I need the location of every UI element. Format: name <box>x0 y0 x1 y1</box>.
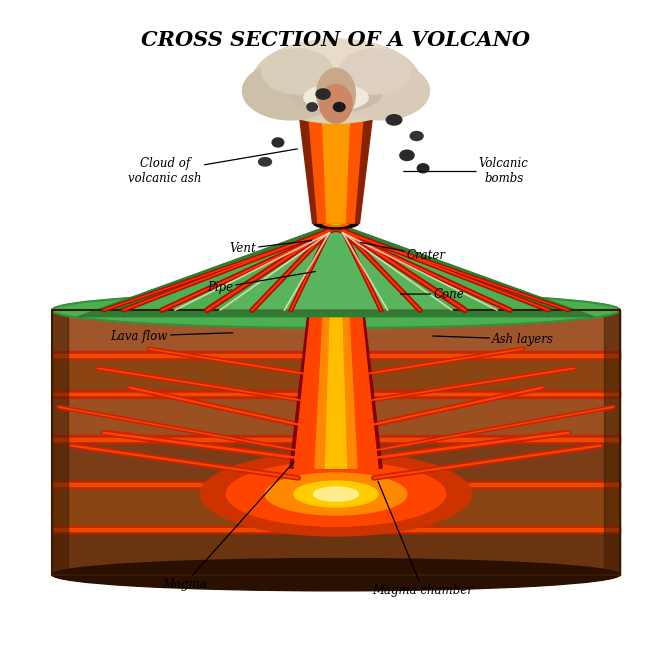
Text: Lava flow: Lava flow <box>111 329 233 343</box>
Text: Vent: Vent <box>229 241 312 255</box>
Ellipse shape <box>271 39 401 91</box>
Ellipse shape <box>316 89 330 99</box>
Ellipse shape <box>333 62 429 120</box>
Ellipse shape <box>52 292 620 328</box>
Ellipse shape <box>226 462 446 526</box>
Ellipse shape <box>137 298 535 316</box>
Ellipse shape <box>313 217 359 229</box>
Polygon shape <box>325 304 347 468</box>
Ellipse shape <box>259 158 271 166</box>
Text: Crater: Crater <box>360 243 446 262</box>
Text: Ash layers: Ash layers <box>433 333 554 345</box>
Ellipse shape <box>400 151 414 161</box>
Text: Magma chamber: Magma chamber <box>373 481 474 597</box>
Polygon shape <box>78 223 594 317</box>
Polygon shape <box>294 304 378 468</box>
Ellipse shape <box>417 164 429 173</box>
Ellipse shape <box>262 49 333 94</box>
Ellipse shape <box>410 132 423 140</box>
Ellipse shape <box>313 487 359 501</box>
Ellipse shape <box>323 220 349 226</box>
Polygon shape <box>290 304 382 468</box>
Ellipse shape <box>320 85 352 123</box>
Text: CROSS SECTION OF A VOLCANO: CROSS SECTION OF A VOLCANO <box>142 30 530 50</box>
Polygon shape <box>297 94 375 223</box>
Polygon shape <box>321 94 351 223</box>
Ellipse shape <box>265 473 407 515</box>
Ellipse shape <box>52 558 620 591</box>
Text: Cloud of
volcanic ash: Cloud of volcanic ash <box>128 149 297 185</box>
Ellipse shape <box>339 49 410 94</box>
Ellipse shape <box>243 62 339 120</box>
Ellipse shape <box>333 102 345 112</box>
Polygon shape <box>123 226 549 310</box>
Ellipse shape <box>272 138 284 147</box>
Ellipse shape <box>200 452 472 536</box>
Ellipse shape <box>307 103 317 111</box>
Text: Magma: Magma <box>162 462 294 591</box>
Text: Cone: Cone <box>401 288 464 300</box>
Polygon shape <box>307 94 365 223</box>
Ellipse shape <box>252 39 420 123</box>
Ellipse shape <box>386 115 402 125</box>
Text: Volcanic
bombs: Volcanic bombs <box>404 157 529 185</box>
Ellipse shape <box>304 85 368 110</box>
Ellipse shape <box>317 69 355 120</box>
Ellipse shape <box>331 221 341 225</box>
Polygon shape <box>315 304 357 468</box>
Text: Pipe: Pipe <box>207 271 315 294</box>
Ellipse shape <box>291 77 381 112</box>
Polygon shape <box>220 230 452 310</box>
Ellipse shape <box>294 481 378 507</box>
